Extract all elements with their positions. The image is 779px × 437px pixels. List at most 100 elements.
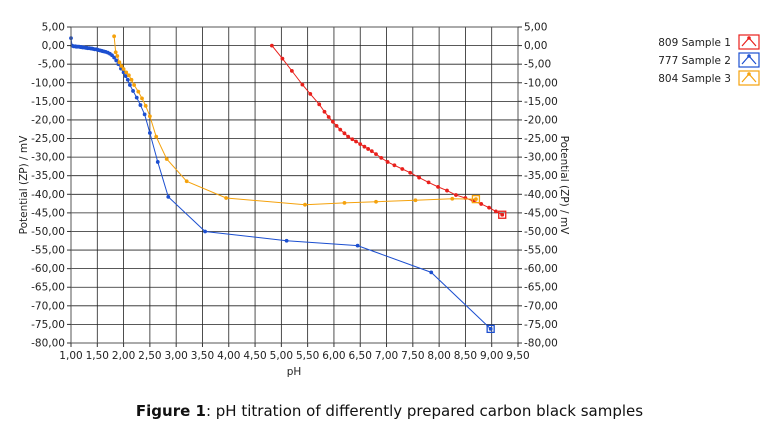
series-layer [69,34,507,334]
y-tick-label-left: -70,00 [31,300,65,312]
data-point [426,180,431,185]
data-point [479,202,484,206]
x-tick-label: 3,50 [191,350,214,362]
data-point [224,196,229,200]
data-point [429,270,434,275]
plot-background [71,27,518,343]
y-tick-label-left: -25,00 [31,133,65,145]
data-point [125,77,130,82]
data-point [487,205,491,210]
data-point [140,96,144,101]
data-point [124,70,129,75]
y-tick-label-left: -5,00 [38,59,65,71]
x-tick-label: 1,50 [86,350,109,362]
data-point [303,202,307,207]
y-tick-label-left: -45,00 [31,207,65,219]
y-tick-label-right: -50,00 [524,226,558,238]
legend-swatch-dot [747,72,751,76]
legend-entry-3: 804 Sample 3 [658,70,760,86]
data-point [119,64,124,68]
x-tick-label: 9,00 [480,350,503,362]
data-point [138,103,143,107]
x-tick-label: 4,00 [217,350,240,362]
y-tick-label-left: -35,00 [31,170,65,182]
figure-caption: Figure 1: pH titration of differently pr… [0,402,779,420]
end-marker [486,324,495,334]
legend-label: 777 Sample 2 [658,55,731,67]
data-point [300,82,305,87]
data-point [379,155,384,160]
data-point [147,131,152,135]
data-point [355,243,360,248]
data-point [322,109,327,114]
data-point [154,134,159,139]
y-tick-label-right: -60,00 [524,263,558,275]
y-tick-label-right: -5,00 [524,59,551,71]
y-tick-label-left: -50,00 [31,226,65,238]
data-point [113,50,118,55]
data-point [164,157,169,161]
y-tick-label-left: -55,00 [31,245,65,257]
legend-entry-2: 777 Sample 2 [658,52,760,68]
x-tick-label: 5,50 [296,350,319,362]
y-tick-label-left: -10,00 [31,77,65,89]
y-tick-label-right: 5,00 [524,22,547,34]
data-point [342,200,347,205]
series-3 [112,34,481,207]
legend-label: 804 Sample 3 [658,73,731,85]
titration-chart: 5,00 0,00 -5,00 -10,00 -15,00 -20,00 -25,00 -30… [18,22,760,378]
y-tick-label-right: 0,00 [524,40,547,52]
y-tick-label-left: -80,00 [31,338,65,350]
x-tick-label: 7,00 [375,350,398,362]
data-point [155,160,160,164]
y-tick-label-right: -10,00 [524,77,558,89]
x-tick-label: 3,00 [164,350,187,362]
data-point [342,131,347,136]
data-point [143,103,148,108]
data-point [142,112,147,117]
y-tick-label-left: -60,00 [31,263,65,275]
series-1 [269,43,507,219]
data-point [392,163,397,168]
x-tick-label: 8,00 [427,350,450,362]
y-axis-left-label: Potential (ZP) / mV [18,135,30,234]
x-axis: 1,00 1,50 2,00 2,50 3,00 3,50 4,00 4,50 5,00 5,50… [59,343,530,362]
x-tick-label: 8,50 [454,350,477,362]
data-point [354,139,358,144]
data-point [385,160,390,164]
y-axis-right-label: Potential (ZP) / mV [558,136,570,235]
data-point [445,188,449,193]
y-tick-label-left: 5,00 [42,22,65,34]
y-tick-label-left: -40,00 [31,189,65,201]
data-point [123,74,128,78]
legend-label: 809 Sample 1 [658,37,731,49]
data-point [494,209,498,214]
data-point [417,175,422,180]
data-point [129,77,134,82]
data-point [131,89,135,93]
end-marker [498,210,507,219]
data-point [284,238,289,243]
x-tick-label: 7,50 [401,350,424,362]
x-axis-label: pH [287,366,302,378]
caption-text: : pH titration of differently prepared c… [205,402,644,420]
data-point [114,58,119,63]
data-point [132,83,137,87]
data-point [330,119,335,124]
data-point [269,43,274,48]
data-point [338,127,343,132]
data-point [436,184,440,189]
data-point [136,89,141,94]
data-point [121,67,126,71]
y-tick-label-right: -70,00 [524,300,558,312]
data-point [134,95,139,100]
data-point [121,70,126,75]
end-marker [471,194,481,204]
legend-swatch-box [738,52,760,68]
data-point [400,167,405,171]
end-marker-dot [474,197,478,201]
data-point [334,123,339,128]
data-point [166,194,171,199]
data-point [374,199,378,204]
data-point [362,144,367,149]
